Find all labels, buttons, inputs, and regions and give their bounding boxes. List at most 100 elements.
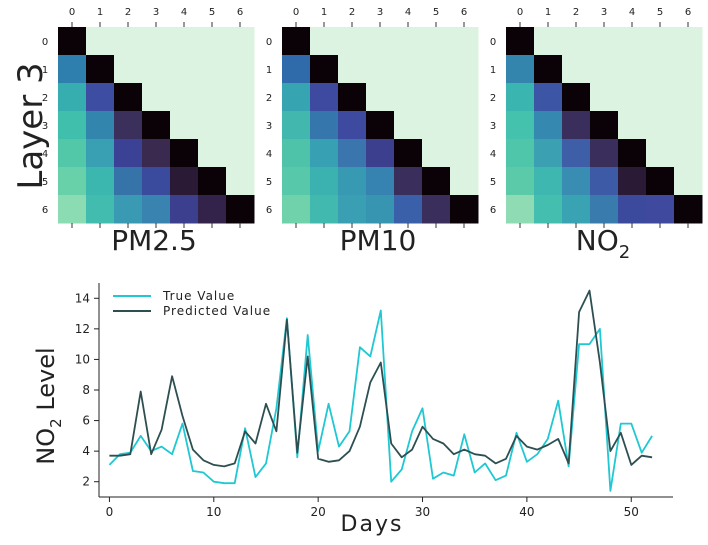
heatmap-cell (394, 139, 423, 168)
heatmap-cell (226, 167, 255, 196)
heatmap-cell (142, 195, 171, 224)
heatmap-cell (282, 139, 311, 168)
heatmap-cell (534, 55, 563, 84)
heatmap-cell (58, 195, 87, 224)
heatmap-row-tick-label: 5 (266, 177, 272, 188)
heatmap-cell (282, 55, 311, 84)
heatmap-cell (170, 27, 199, 56)
heatmap-cell (394, 27, 423, 56)
heatmap-col-tick-label: 2 (125, 7, 131, 18)
heatmap-cell (450, 27, 479, 56)
heatmap-cell (450, 55, 479, 84)
heatmap-cell (674, 27, 703, 56)
heatmap-cell (282, 83, 311, 112)
heatmap-row-tick-label: 4 (266, 149, 272, 160)
heatmap-cell (646, 195, 675, 224)
heatmap-cell (394, 83, 423, 112)
heatmap-cell (142, 139, 171, 168)
heatmap-cell (338, 27, 367, 56)
heatmap-cell (114, 195, 143, 224)
heatmap-cell (674, 195, 703, 224)
heatmap-cell (450, 139, 479, 168)
row-label-layer: Layer 3 (11, 62, 51, 189)
heatmap-cell (198, 139, 227, 168)
heatmap-row-tick-label: 2 (42, 93, 48, 104)
heatmap-cell (58, 27, 87, 56)
heatmap-cell (534, 27, 563, 56)
heatmap-col-tick-label: 3 (377, 7, 383, 18)
heatmap-cell (394, 167, 423, 196)
heatmap-cell (198, 55, 227, 84)
y-tick-label: 6 (82, 414, 90, 428)
heatmap-col-tick-label: 3 (153, 7, 159, 18)
heatmap-cell (282, 27, 311, 56)
heatmap-col-tick-label: 0 (517, 7, 523, 18)
heatmap-cell (562, 55, 591, 84)
heatmap-cell (674, 55, 703, 84)
heatmap-cell (562, 111, 591, 140)
heatmap-cell (590, 167, 619, 196)
heatmap-row-tick-label: 6 (42, 205, 48, 216)
heatmap-cell (170, 83, 199, 112)
heatmap-cell (394, 55, 423, 84)
heatmap-cell (338, 83, 367, 112)
heatmap-cell (170, 139, 199, 168)
heatmap-col-tick-label: 5 (433, 7, 439, 18)
heatmap-cell (338, 167, 367, 196)
heatmap-row-tick-label: 6 (490, 205, 496, 216)
heatmap-row-tick-label: 1 (490, 65, 496, 76)
heatmap-cell (422, 111, 451, 140)
heatmap-cell (450, 83, 479, 112)
heatmap-cell (170, 167, 199, 196)
heatmap-cell (310, 167, 339, 196)
heatmap-cell (534, 83, 563, 112)
heatmap-no2: 0 1 2 3 4 5 6 0 1 2 3 4 5 6 (490, 7, 703, 228)
heatmap-row-tick-label: 1 (42, 65, 48, 76)
heatmap-cell (338, 111, 367, 140)
heatmap-col-tick-label: 5 (209, 7, 215, 18)
heatmap-cell (422, 195, 451, 224)
heatmap-cell (198, 83, 227, 112)
heatmap-cell (590, 139, 619, 168)
x-tick-label: 0 (106, 505, 114, 519)
heatmap-cell (646, 55, 675, 84)
y-tick-label: 8 (82, 383, 90, 397)
heatmap-cell (366, 111, 395, 140)
heatmap-col-tick-label: 4 (629, 7, 635, 18)
heatmap-cell (534, 167, 563, 196)
heatmap-cell (506, 139, 535, 168)
heatmap-cell (142, 111, 171, 140)
heatmap-cell (534, 139, 563, 168)
heatmap-cell (170, 55, 199, 84)
heatmap-cell (646, 139, 675, 168)
heatmap-cell (450, 167, 479, 196)
heatmap-row-tick-label: 2 (266, 93, 272, 104)
heatmap-cell (618, 111, 647, 140)
heatmap-cell (310, 55, 339, 84)
heatmap-cell (58, 139, 87, 168)
heatmap-row-tick-label: 6 (266, 205, 272, 216)
heatmap-row-tick-label: 3 (490, 121, 496, 132)
heatmap-cell (86, 83, 115, 112)
heatmap-cell (674, 111, 703, 140)
heatmap-cell (646, 111, 675, 140)
heatmap-cell (282, 167, 311, 196)
heatmap-cell (618, 27, 647, 56)
heatmap-cell (506, 167, 535, 196)
heatmap-cell (562, 195, 591, 224)
heatmap-cell (58, 83, 87, 112)
heatmap-col-tick-label: 1 (321, 7, 327, 18)
x-tick-label: 50 (624, 505, 639, 519)
heatmap-col-tick-label: 6 (237, 7, 243, 18)
heatmap-cell (338, 195, 367, 224)
heatmap-pm10: 0 1 2 3 4 5 6 0 1 2 3 4 5 6 (266, 7, 479, 228)
heatmap-col-tick-label: 6 (685, 7, 691, 18)
y-tick-label: 12 (75, 322, 90, 336)
heatmap-col-tick-label: 1 (545, 7, 551, 18)
heatmap-cell (618, 195, 647, 224)
heatmap-cell (646, 27, 675, 56)
heatmap-cell (114, 139, 143, 168)
heatmap-col-tick-label: 1 (97, 7, 103, 18)
heatmap-col-tick-label: 4 (405, 7, 411, 18)
